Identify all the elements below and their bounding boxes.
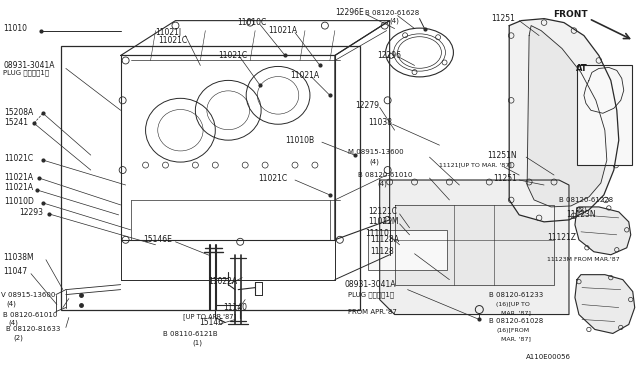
Text: V 08915-13600: V 08915-13600 bbox=[1, 292, 56, 298]
Text: PLUG プラグ（1）: PLUG プラグ（1） bbox=[348, 291, 394, 298]
Text: 11110: 11110 bbox=[365, 229, 388, 238]
Text: 11128A: 11128A bbox=[370, 235, 399, 244]
Text: B 08120-61010: B 08120-61010 bbox=[358, 172, 412, 178]
Polygon shape bbox=[380, 180, 569, 314]
Bar bbox=[368, 230, 447, 270]
Text: PLUG プラグ（1）: PLUG プラグ（1） bbox=[3, 69, 49, 76]
Text: 11021J: 11021J bbox=[156, 28, 182, 37]
Text: 11140: 11140 bbox=[223, 303, 247, 312]
Text: 11021C: 11021C bbox=[4, 154, 33, 163]
Text: 11021C: 11021C bbox=[258, 173, 287, 183]
Text: 15146: 15146 bbox=[199, 318, 223, 327]
Text: 11010C: 11010C bbox=[237, 18, 266, 27]
Text: 08931-3041A: 08931-3041A bbox=[3, 61, 54, 70]
Text: 11021A: 11021A bbox=[4, 183, 33, 192]
Text: MAR. '87]: MAR. '87] bbox=[501, 310, 531, 315]
Text: 11021C: 11021C bbox=[218, 51, 248, 60]
Bar bbox=[577, 65, 632, 165]
Text: 11121[UP TO MAR. '87]: 11121[UP TO MAR. '87] bbox=[440, 163, 512, 167]
Text: A110E00056: A110E00056 bbox=[526, 355, 571, 360]
Text: 12279: 12279 bbox=[355, 101, 379, 110]
Text: (16)[UP TO: (16)[UP TO bbox=[496, 302, 530, 307]
Text: 11038: 11038 bbox=[368, 118, 392, 127]
Text: 11121Z: 11121Z bbox=[547, 233, 576, 242]
Text: MAR. '87]: MAR. '87] bbox=[501, 336, 531, 341]
Text: (4): (4) bbox=[6, 300, 16, 307]
Text: M 08915-13600: M 08915-13600 bbox=[348, 149, 403, 155]
Text: 15208A: 15208A bbox=[4, 108, 33, 117]
Polygon shape bbox=[575, 207, 631, 255]
Text: 11021M: 11021M bbox=[368, 217, 398, 227]
Text: 11251N: 11251N bbox=[487, 151, 517, 160]
Polygon shape bbox=[395, 205, 554, 285]
Text: (2): (2) bbox=[13, 334, 23, 341]
Text: 12296: 12296 bbox=[378, 51, 402, 60]
Text: B 08120-61228: B 08120-61228 bbox=[559, 197, 613, 203]
Text: (4): (4) bbox=[378, 181, 388, 187]
Text: 12121C: 12121C bbox=[368, 208, 397, 217]
Text: 11022A: 11022A bbox=[209, 277, 237, 286]
Text: 11038M: 11038M bbox=[3, 253, 34, 262]
Text: 11021A: 11021A bbox=[290, 71, 319, 80]
Polygon shape bbox=[527, 26, 607, 207]
Text: (2): (2) bbox=[577, 207, 587, 213]
Text: B 08120-61010: B 08120-61010 bbox=[3, 311, 58, 318]
Text: 15146E: 15146E bbox=[143, 235, 172, 244]
Text: (1): (1) bbox=[193, 339, 202, 346]
Text: 11251: 11251 bbox=[492, 14, 515, 23]
Text: 11010: 11010 bbox=[3, 24, 27, 33]
Text: FROM APR.'87: FROM APR.'87 bbox=[348, 308, 397, 315]
Text: B 08120-61028: B 08120-61028 bbox=[489, 318, 543, 324]
Text: B 08120-61233: B 08120-61233 bbox=[489, 292, 543, 298]
Polygon shape bbox=[575, 275, 635, 333]
Text: (4): (4) bbox=[8, 319, 18, 326]
Text: (16)[FROM: (16)[FROM bbox=[496, 328, 529, 333]
Text: FRONT: FRONT bbox=[553, 10, 588, 19]
Text: 11021A: 11021A bbox=[4, 173, 33, 182]
Text: 11010D: 11010D bbox=[4, 198, 34, 206]
Text: 15241: 15241 bbox=[4, 118, 28, 127]
Text: 12296E: 12296E bbox=[335, 8, 364, 17]
Text: 11123M FROM MAR.'87: 11123M FROM MAR.'87 bbox=[547, 257, 620, 262]
Polygon shape bbox=[584, 67, 624, 113]
Text: AT: AT bbox=[576, 64, 588, 73]
Text: (4): (4) bbox=[370, 159, 380, 165]
Text: 11128: 11128 bbox=[370, 247, 394, 256]
Text: B 08120-61628: B 08120-61628 bbox=[365, 10, 419, 16]
Bar bbox=[61, 45, 360, 310]
Text: 11021A: 11021A bbox=[268, 26, 297, 35]
Text: 11047: 11047 bbox=[3, 267, 28, 276]
Text: 12293: 12293 bbox=[19, 208, 43, 217]
Text: B 08120-81633: B 08120-81633 bbox=[6, 327, 60, 333]
Text: 11251: 11251 bbox=[493, 173, 517, 183]
Text: [UP TO APR.'87]: [UP TO APR.'87] bbox=[184, 313, 237, 320]
Text: 08931-3041A: 08931-3041A bbox=[345, 280, 396, 289]
Text: 11010B: 11010B bbox=[285, 136, 314, 145]
Text: B 08110-6121B: B 08110-6121B bbox=[163, 331, 218, 337]
Text: (4): (4) bbox=[390, 17, 399, 24]
Text: 11021C: 11021C bbox=[159, 36, 188, 45]
Polygon shape bbox=[509, 19, 619, 222]
Text: 11123N: 11123N bbox=[566, 211, 596, 219]
